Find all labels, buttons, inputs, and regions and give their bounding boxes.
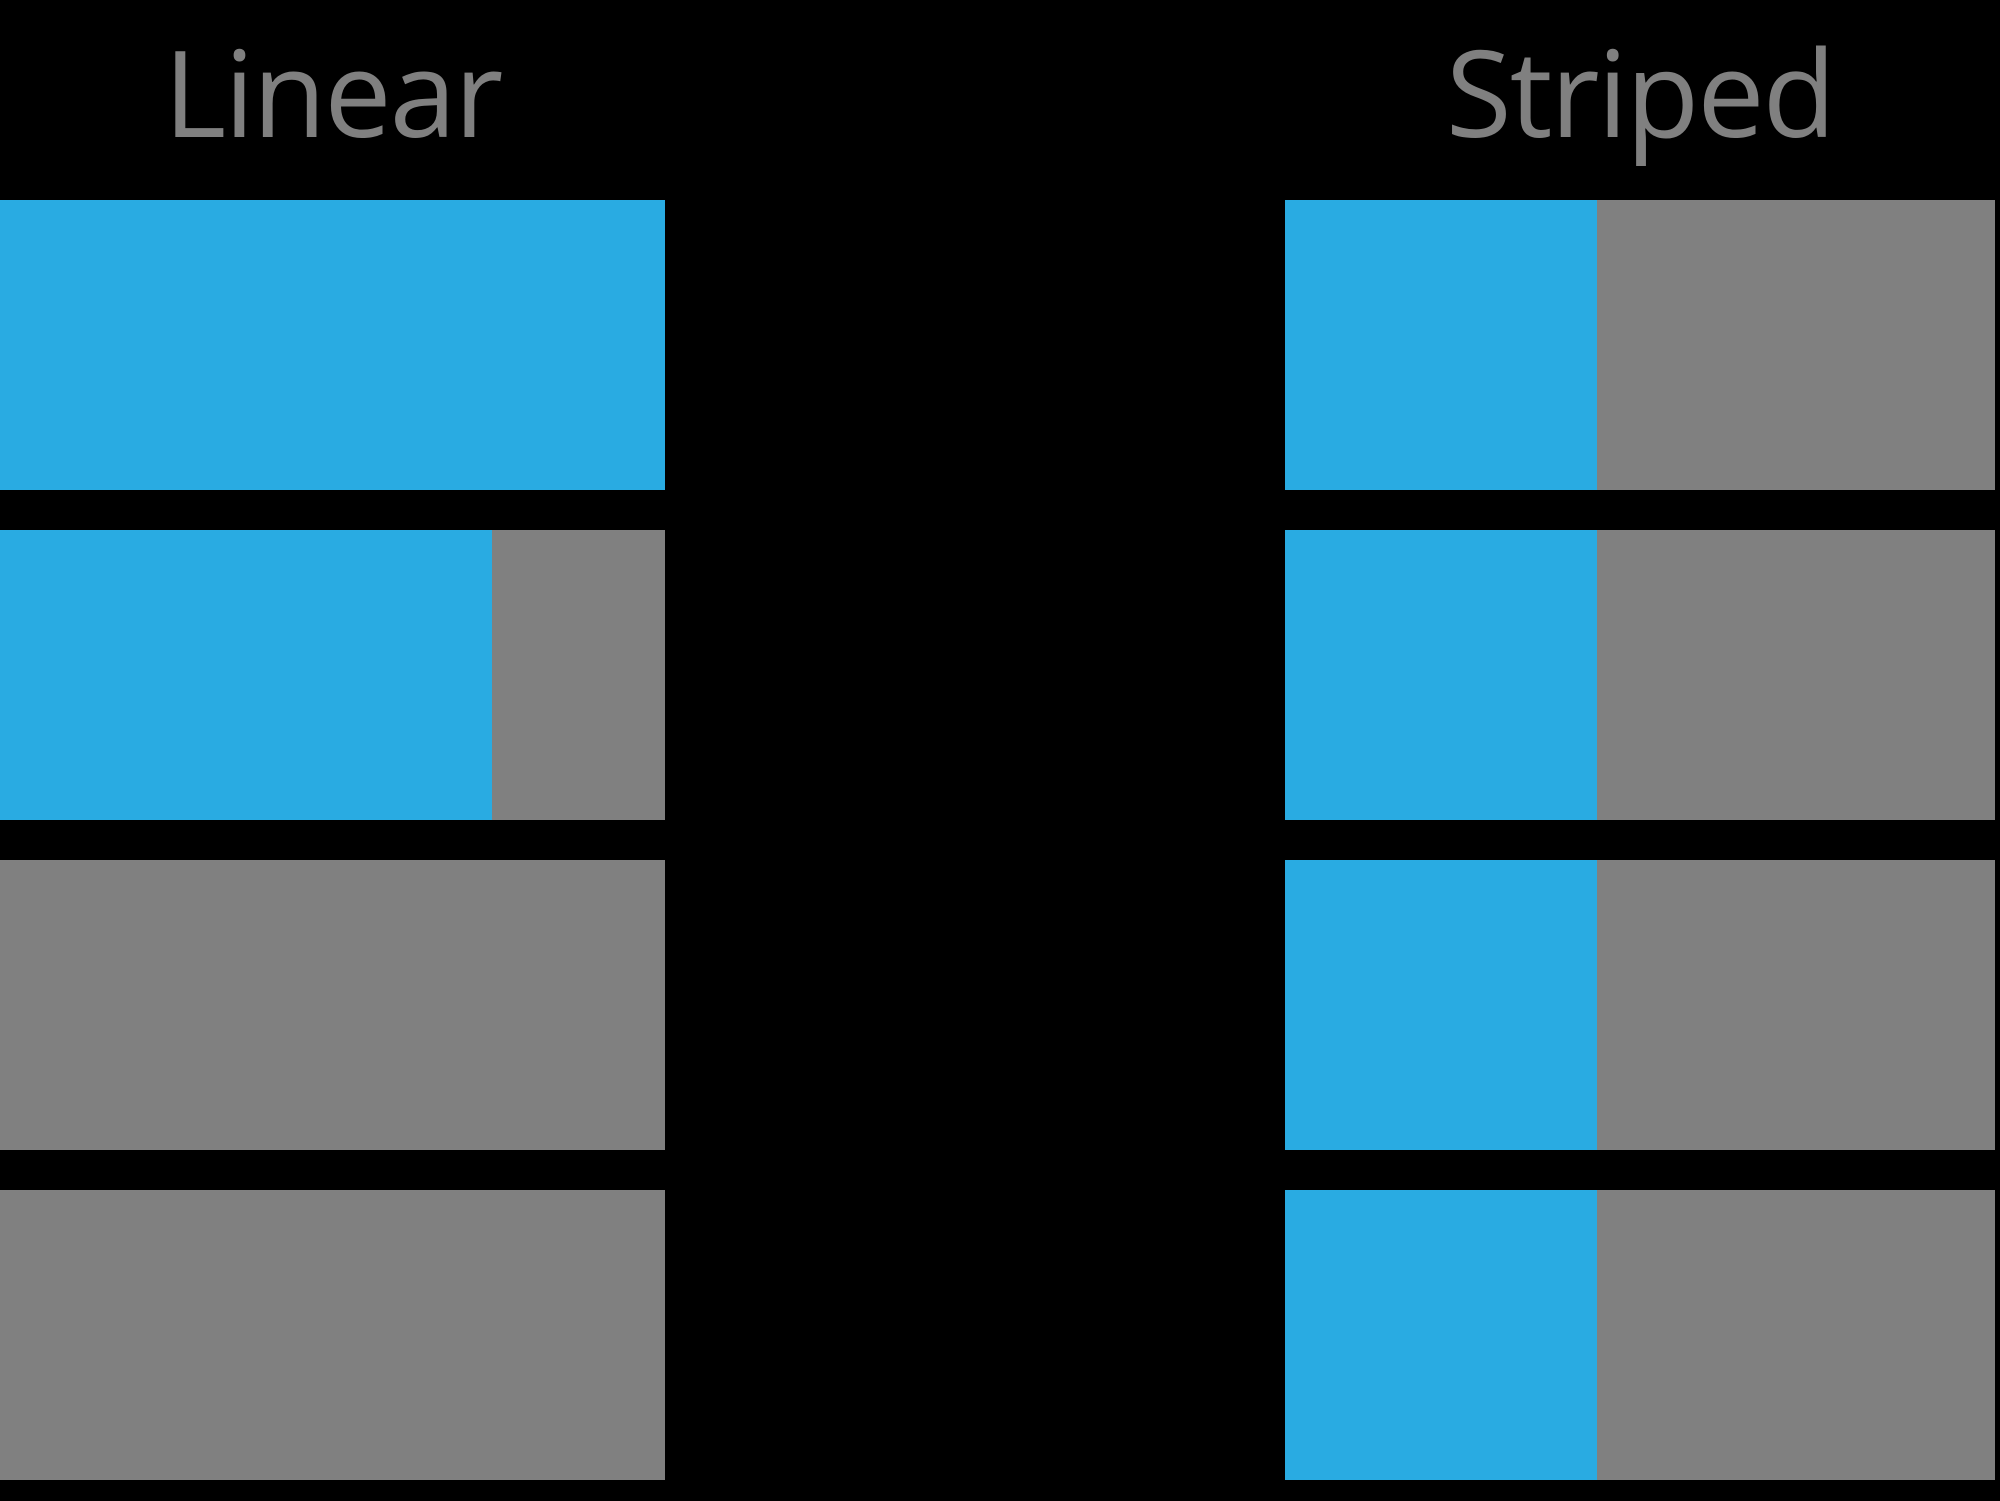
linear-bars xyxy=(0,200,665,1480)
linear-title: Linear xyxy=(0,0,665,200)
striped-bar-2 xyxy=(1285,860,1995,1150)
striped-bar-1-fill xyxy=(1285,530,1597,820)
striped-bars xyxy=(1285,200,1995,1480)
striped-bar-0 xyxy=(1285,200,1995,490)
linear-bar-2 xyxy=(0,860,665,1150)
striped-title: Striped xyxy=(1285,0,1995,200)
striped-bar-0-fill xyxy=(1285,200,1597,490)
striped-bar-3 xyxy=(1285,1190,1995,1480)
striped-column: Striped xyxy=(1285,0,1995,1480)
striped-bar-1 xyxy=(1285,530,1995,820)
linear-bar-0-fill xyxy=(0,200,665,490)
linear-column: Linear xyxy=(0,0,665,1480)
linear-bar-1-fill xyxy=(0,530,492,820)
linear-bar-3 xyxy=(0,1190,665,1480)
striped-bar-3-fill xyxy=(1285,1190,1597,1480)
striped-bar-2-fill xyxy=(1285,860,1597,1150)
linear-bar-0 xyxy=(0,200,665,490)
linear-bar-1 xyxy=(0,530,665,820)
